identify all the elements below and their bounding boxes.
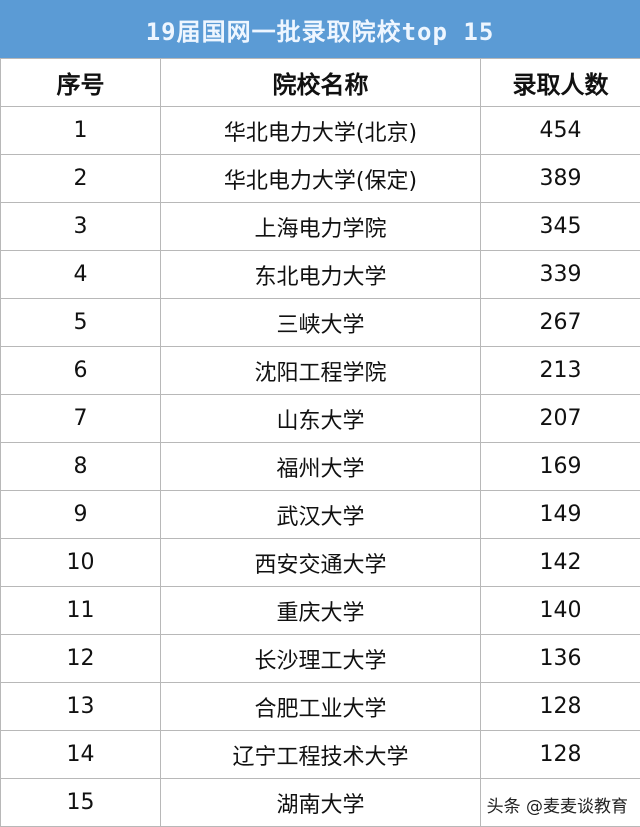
count-cell: 345 (480, 202, 640, 251)
rank-cell: 2 (0, 154, 161, 203)
table-title: 19届国网一批录取院校top 15 (0, 0, 640, 58)
count-cell: 140 (480, 586, 640, 635)
school-cell: 辽宁工程技术大学 (160, 730, 481, 779)
school-cell: 东北电力大学 (160, 250, 481, 299)
school-cell: 福州大学 (160, 442, 481, 491)
table-row: 6 沈阳工程学院 213 (0, 346, 640, 395)
header-row: 序号 院校名称 录取人数 (0, 58, 640, 107)
count-cell: 128 (480, 730, 640, 779)
rank-cell: 11 (0, 586, 161, 635)
school-cell: 西安交通大学 (160, 538, 481, 587)
count-cell: 128 (480, 682, 640, 731)
watermark: 头条 @麦麦谈教育 (486, 792, 628, 817)
count-cell: 267 (480, 298, 640, 347)
count-cell: 207 (480, 394, 640, 443)
rank-cell: 8 (0, 442, 161, 491)
table-row: 10 西安交通大学 142 (0, 538, 640, 587)
rank-cell: 13 (0, 682, 161, 731)
school-cell: 山东大学 (160, 394, 481, 443)
table-row: 11 重庆大学 140 (0, 586, 640, 635)
header-rank: 序号 (0, 58, 161, 107)
school-cell: 华北电力大学(保定) (160, 154, 481, 203)
count-cell: 136 (480, 634, 640, 683)
table-row: 14 辽宁工程技术大学 128 (0, 730, 640, 779)
rank-cell: 10 (0, 538, 161, 587)
count-cell: 389 (480, 154, 640, 203)
table-row: 13 合肥工业大学 128 (0, 682, 640, 731)
rank-cell: 4 (0, 250, 161, 299)
rank-cell: 3 (0, 202, 161, 251)
rank-cell: 9 (0, 490, 161, 539)
school-cell: 合肥工业大学 (160, 682, 481, 731)
admissions-table: 序号 院校名称 录取人数 1 华北电力大学(北京) 454 2 华北电力大学(保定) 38… (0, 58, 640, 827)
table-row: 2 华北电力大学(保定) 389 (0, 154, 640, 203)
rank-cell: 5 (0, 298, 161, 347)
school-cell: 华北电力大学(北京) (160, 106, 481, 155)
table-row: 3 上海电力学院 345 (0, 202, 640, 251)
rank-cell: 7 (0, 394, 161, 443)
header-school: 院校名称 (160, 58, 481, 107)
count-cell: 454 (480, 106, 640, 155)
rank-cell: 1 (0, 106, 161, 155)
school-cell: 重庆大学 (160, 586, 481, 635)
table-row: 4 东北电力大学 339 (0, 250, 640, 299)
school-cell: 上海电力学院 (160, 202, 481, 251)
school-cell: 湖南大学 (160, 778, 481, 827)
table-row: 12 长沙理工大学 136 (0, 634, 640, 683)
school-cell: 长沙理工大学 (160, 634, 481, 683)
rank-cell: 6 (0, 346, 161, 395)
count-cell: 169 (480, 442, 640, 491)
count-cell: 142 (480, 538, 640, 587)
table-row: 1 华北电力大学(北京) 454 (0, 106, 640, 155)
rank-cell: 12 (0, 634, 161, 683)
table-row: 8 福州大学 169 (0, 442, 640, 491)
header-count: 录取人数 (480, 58, 640, 107)
table-row: 9 武汉大学 149 (0, 490, 640, 539)
rank-cell: 15 (0, 778, 161, 827)
rank-cell: 14 (0, 730, 161, 779)
count-cell: 149 (480, 490, 640, 539)
count-cell: 213 (480, 346, 640, 395)
school-cell: 武汉大学 (160, 490, 481, 539)
school-cell: 三峡大学 (160, 298, 481, 347)
table-row: 5 三峡大学 267 (0, 298, 640, 347)
table-row: 7 山东大学 207 (0, 394, 640, 443)
school-cell: 沈阳工程学院 (160, 346, 481, 395)
count-cell: 339 (480, 250, 640, 299)
